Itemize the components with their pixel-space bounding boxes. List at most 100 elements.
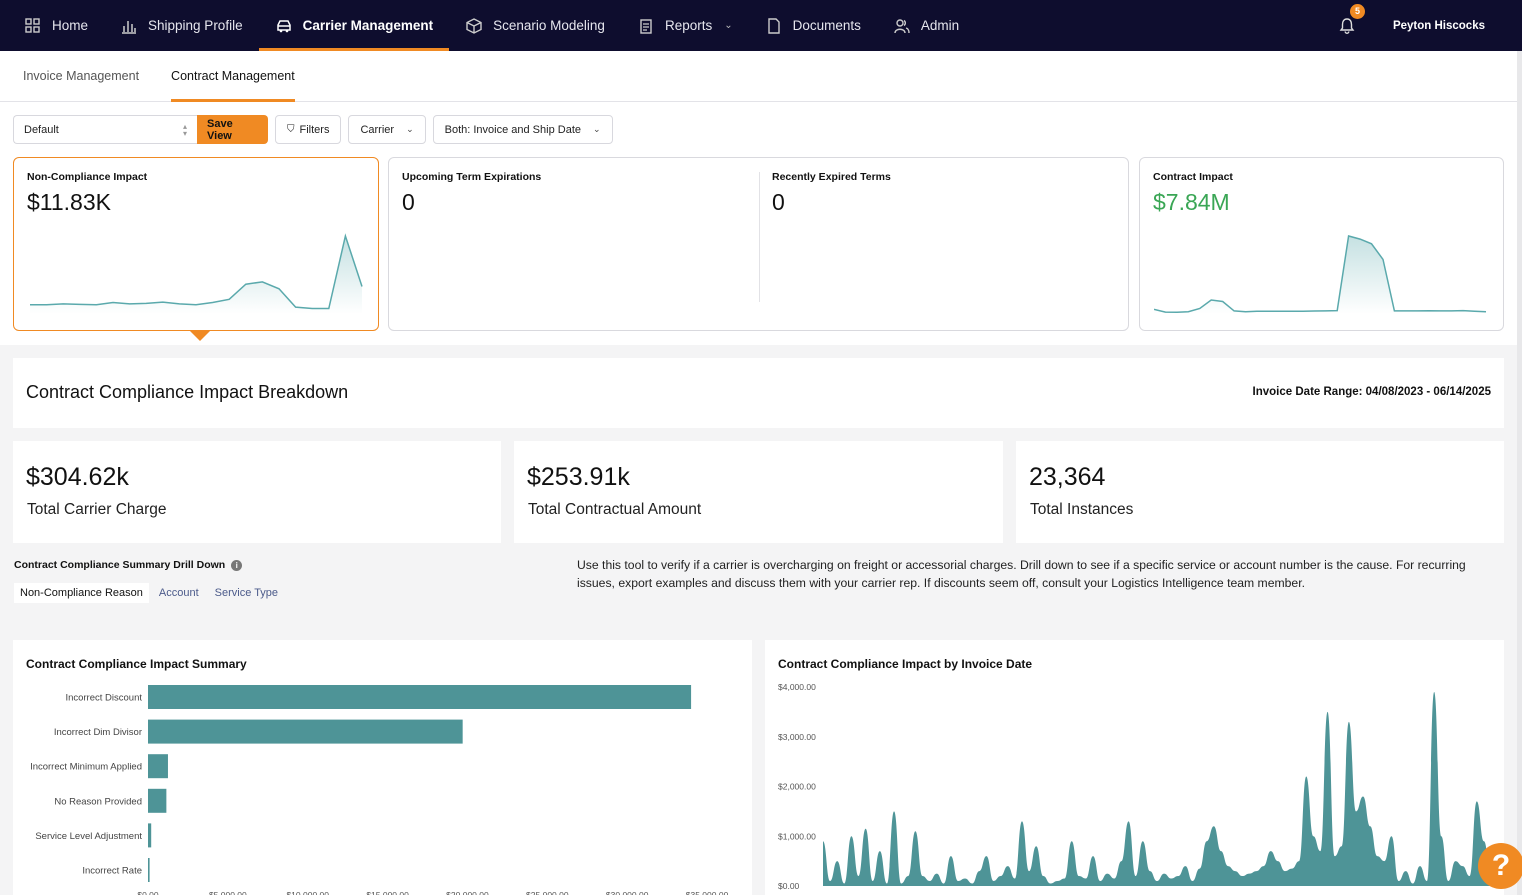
drill-tab-non-compliance-reason[interactable]: Non-Compliance Reason	[14, 583, 149, 603]
stat-card-carrier-charge: $304.62k Total Carrier Charge	[13, 441, 501, 543]
bar-chart-icon	[120, 17, 138, 35]
kpi-label: Upcoming Term Expirations	[402, 171, 542, 183]
nav-item-label: Documents	[792, 18, 861, 33]
bar-category-label: Incorrect Dim Divisor	[54, 727, 142, 738]
nav-item-admin[interactable]: Admin	[877, 0, 975, 51]
nav-item-carrier-management[interactable]: Carrier Management	[258, 0, 450, 51]
contract-impact-sparkline	[1154, 235, 1487, 314]
bar[interactable]	[148, 823, 152, 848]
notification-count-badge: 5	[1349, 3, 1365, 19]
grid-icon	[24, 17, 42, 35]
contract-impact-sparkline-line	[1154, 235, 1487, 314]
filters-button[interactable]: ⛉ Filters	[275, 115, 342, 144]
nav-item-label: Admin	[920, 18, 960, 33]
nav-item-home[interactable]: Home	[8, 0, 104, 51]
y-tick-label: $1,000.00	[778, 831, 816, 841]
view-select-value: Default	[24, 123, 59, 136]
impact-area-series[interactable]	[823, 691, 1491, 886]
kpi-label: Non-Compliance Impact	[27, 171, 148, 183]
impact-summary-chart-card: Contract Compliance Impact Summary Incor…	[13, 640, 752, 895]
cube-icon	[465, 17, 483, 35]
bar[interactable]	[148, 685, 692, 709]
chevron-down-icon: ⌄	[593, 124, 601, 134]
drill-tab-account[interactable]: Account	[158, 587, 199, 599]
info-icon[interactable]: i	[231, 559, 243, 571]
drill-down-title-text: Contract Compliance Summary Drill Down	[14, 559, 226, 571]
notifications-button[interactable]: 5	[1337, 3, 1365, 36]
truck-icon	[275, 17, 293, 35]
kpi-contract-impact[interactable]: Contract Impact $7.84M	[1139, 157, 1504, 331]
nav-item-label: Shipping Profile	[148, 18, 243, 33]
save-view-button[interactable]: Save View	[197, 115, 268, 144]
impact-by-date-area-chart: $4,000.00 $3,000.00 $2,000.00 $1,000.00 $0.0…	[778, 682, 1491, 891]
help-button[interactable]: ?	[1478, 843, 1522, 889]
nav-item-documents[interactable]: Documents	[749, 0, 877, 51]
stat-label: Total Instances	[1030, 501, 1134, 518]
users-icon	[893, 17, 911, 35]
view-select[interactable]: Default ▴ ▾	[13, 115, 197, 144]
non-compliance-sparkline-line	[30, 233, 363, 310]
breakdown-header: Contract Compliance Impact Breakdown Inv…	[13, 358, 1504, 428]
kpi-label: Contract Impact	[1153, 171, 1233, 183]
user-menu[interactable]: Peyton Hiscocks	[1392, 19, 1485, 32]
kpi-value: $7.84M	[1153, 189, 1230, 215]
nav-item-reports[interactable]: Reports ⌄	[621, 0, 749, 51]
stat-value: $304.62k	[26, 463, 129, 491]
bar[interactable]	[148, 754, 168, 779]
selected-card-pointer	[190, 331, 210, 341]
x-tick-label: $0.00	[137, 890, 159, 895]
nav-item-shipping-profile[interactable]: Shipping Profile	[104, 0, 259, 51]
nav-item-label: Scenario Modeling	[493, 18, 605, 33]
non-compliance-sparkline-area	[30, 236, 362, 314]
stat-value: $253.91k	[527, 463, 630, 491]
kpi-value: 0	[402, 189, 415, 215]
y-tick-label: $0.00	[778, 881, 800, 891]
y-tick-label: $2,000.00	[778, 782, 816, 792]
document-icon	[765, 17, 783, 35]
stat-label: Total Contractual Amount	[528, 501, 702, 518]
stat-card-contractual-amount: $253.91k Total Contractual Amount	[514, 441, 1003, 543]
stat-value: 23,364	[1029, 463, 1106, 491]
x-tick-label: $25,000.00	[526, 890, 569, 895]
chart-title: Contract Compliance Impact by Invoice Da…	[778, 657, 1033, 671]
section-title: Contract Compliance Impact Breakdown	[26, 382, 349, 402]
x-tick-label: $5,000.00	[209, 890, 247, 895]
nav-item-label: Carrier Management	[302, 18, 434, 33]
x-tick-label: $20,000.00	[446, 890, 489, 895]
bar[interactable]	[148, 719, 463, 744]
carrier-dropdown[interactable]: Carrier ⌄	[348, 115, 426, 144]
drill-down-title: Contract Compliance Summary Drill Down i	[14, 559, 243, 571]
kpi-term-expirations[interactable]: Upcoming Term Expirations 0 Recently Exp…	[388, 157, 1129, 331]
stat-label: Total Carrier Charge	[27, 501, 167, 518]
bar-category-label: Incorrect Minimum Applied	[30, 762, 142, 773]
filter-icon: ⛉	[287, 124, 295, 135]
chevron-down-icon: ⌄	[724, 20, 733, 31]
bar-category-label: Service Level Adjustment	[35, 831, 142, 842]
tab-invoice-management[interactable]: Invoice Management	[23, 69, 140, 83]
impact-by-date-chart-card: Contract Compliance Impact by Invoice Da…	[765, 640, 1504, 895]
date-type-dropdown[interactable]: Both: Invoice and Ship Date ⌄	[432, 115, 613, 144]
page-scrollbar[interactable]	[1517, 51, 1522, 895]
chevron-down-icon: ⌄	[406, 124, 414, 134]
bar-category-label: Incorrect Rate	[82, 866, 142, 877]
kpi-value: 0	[772, 189, 785, 215]
bar[interactable]	[148, 858, 150, 882]
carrier-dropdown-label: Carrier	[360, 123, 395, 136]
nav-item-scenario-modeling[interactable]: Scenario Modeling	[449, 0, 621, 51]
bar[interactable]	[148, 788, 167, 813]
nav-item-label: Home	[52, 18, 89, 33]
nav-item-label: Reports	[664, 18, 713, 33]
stat-card-total-instances: 23,364 Total Instances	[1016, 441, 1504, 543]
date-type-dropdown-label: Both: Invoice and Ship Date	[444, 123, 581, 136]
x-tick-label: $10,000.00	[286, 890, 329, 895]
kpi-label: Recently Expired Terms	[772, 171, 891, 183]
drill-tab-service-type[interactable]: Service Type	[214, 587, 279, 599]
bar-category-label: Incorrect Discount	[65, 693, 142, 704]
bell-icon	[1339, 17, 1355, 34]
kpi-value: $11.83K	[27, 189, 111, 215]
date-range-label: Invoice Date Range: 04/08/2023 - 06/14/2…	[1252, 386, 1491, 398]
updown-icon: ▴ ▾	[182, 121, 187, 138]
tab-contract-management[interactable]: Contract Management	[171, 51, 295, 102]
help-text: Use this tool to verify if a carrier is …	[577, 558, 1466, 590]
kpi-non-compliance-impact[interactable]: Non-Compliance Impact $11.83K	[13, 157, 379, 331]
